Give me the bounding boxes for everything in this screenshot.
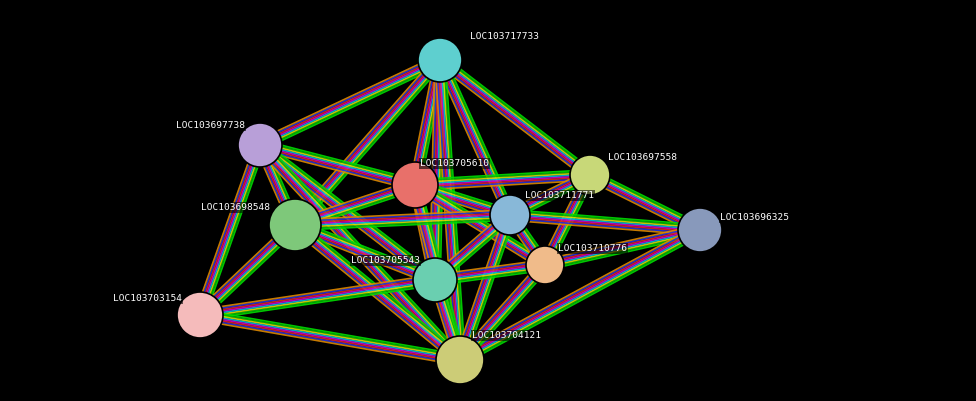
Text: LOC103697558: LOC103697558 [608, 153, 677, 162]
Ellipse shape [392, 162, 438, 208]
Text: LOC103697738: LOC103697738 [176, 121, 245, 130]
Ellipse shape [413, 258, 457, 302]
Ellipse shape [526, 246, 564, 284]
Text: LOC103703154: LOC103703154 [113, 294, 182, 303]
Ellipse shape [269, 199, 321, 251]
Ellipse shape [177, 292, 223, 338]
Text: LOC103711771: LOC103711771 [525, 191, 594, 200]
Text: LOC103705543: LOC103705543 [351, 256, 420, 265]
Text: LOC103710776: LOC103710776 [558, 244, 627, 253]
Text: LOC103696325: LOC103696325 [720, 213, 789, 223]
Ellipse shape [238, 123, 282, 167]
Ellipse shape [490, 195, 530, 235]
Text: LOC103698548: LOC103698548 [201, 203, 270, 212]
Ellipse shape [436, 336, 484, 384]
Text: LOC103704121: LOC103704121 [472, 331, 541, 340]
Ellipse shape [570, 155, 610, 195]
Text: LOC103717733: LOC103717733 [470, 32, 539, 41]
Ellipse shape [678, 208, 722, 252]
Text: LOC103705610: LOC103705610 [420, 159, 489, 168]
Ellipse shape [418, 38, 462, 82]
